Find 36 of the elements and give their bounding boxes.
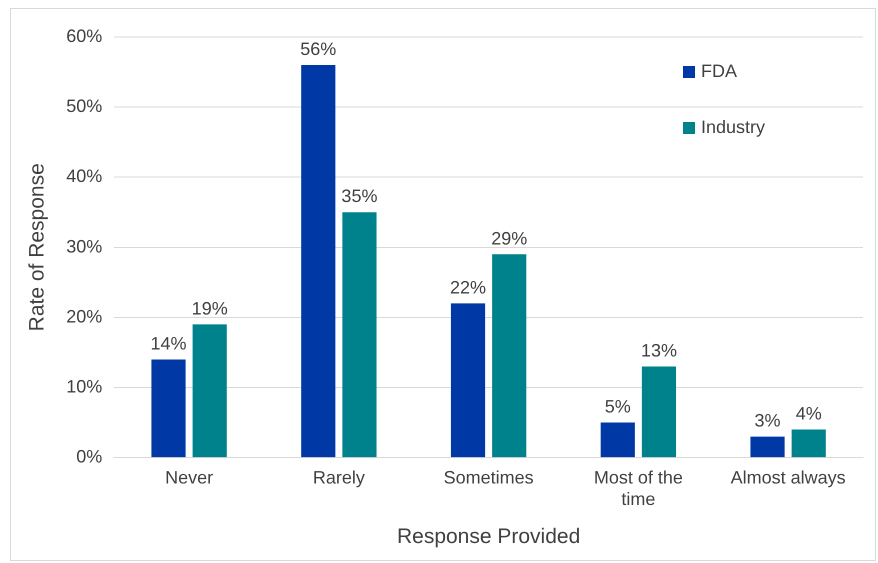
data-label: 22% bbox=[450, 277, 486, 298]
x-tick-label: Most of the time bbox=[594, 467, 683, 509]
data-label: 35% bbox=[341, 186, 378, 206]
y-tick-label: 30% bbox=[66, 236, 102, 256]
bar bbox=[450, 303, 486, 458]
bar bbox=[750, 436, 785, 458]
bar bbox=[301, 65, 336, 458]
data-label: 14% bbox=[150, 333, 187, 354]
y-axis-title: Rate of Response bbox=[25, 163, 48, 332]
x-tick-label: Sometimes bbox=[444, 467, 534, 488]
y-tick-label: 50% bbox=[66, 96, 102, 116]
data-label: 3% bbox=[754, 410, 781, 431]
y-tick-label: 10% bbox=[66, 376, 102, 396]
bar bbox=[600, 422, 635, 458]
legend-label: Industry bbox=[701, 116, 766, 137]
data-label: 13% bbox=[640, 340, 677, 360]
bar bbox=[642, 366, 676, 458]
y-tick-label: 20% bbox=[66, 306, 102, 326]
y-tick-label: 40% bbox=[66, 166, 102, 186]
bar bbox=[192, 324, 227, 458]
bar bbox=[492, 254, 526, 458]
data-label: 4% bbox=[796, 404, 822, 424]
x-tick-label: Never bbox=[165, 467, 214, 488]
x-axis-title: Response Provided bbox=[396, 525, 580, 548]
y-tick-label: 60% bbox=[66, 26, 102, 46]
bar bbox=[151, 359, 186, 458]
bar bbox=[342, 212, 377, 458]
x-tick-label: Almost always bbox=[730, 467, 846, 488]
y-tick-label: 0% bbox=[76, 446, 102, 467]
data-label: 19% bbox=[192, 298, 228, 318]
data-label: 5% bbox=[604, 396, 631, 417]
data-label: 29% bbox=[491, 228, 528, 248]
legend-label: FDA bbox=[701, 60, 737, 81]
x-tick-label: Rarely bbox=[312, 467, 365, 488]
bar bbox=[792, 430, 826, 458]
data-label: 56% bbox=[300, 39, 336, 60]
